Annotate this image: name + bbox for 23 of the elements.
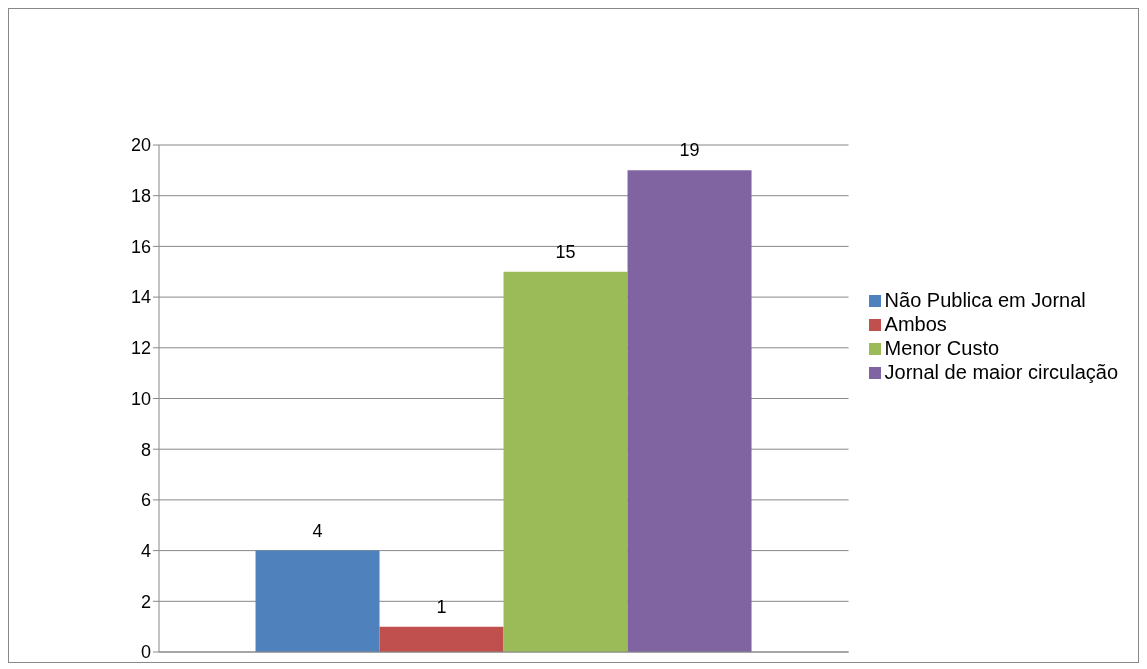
y-tick-label: 18 <box>130 186 151 207</box>
y-tick-label: 10 <box>130 388 151 409</box>
bar <box>379 626 504 652</box>
legend-label: Não Publica em Jornal <box>884 288 1086 311</box>
data-label: 15 <box>555 241 576 262</box>
y-tick-label: 12 <box>130 338 151 359</box>
data-label: 1 <box>436 596 447 617</box>
y-tick-label: 0 <box>140 642 151 663</box>
bar <box>503 271 628 652</box>
bar <box>627 170 752 652</box>
y-tick-label: 14 <box>130 287 151 308</box>
y-tick-label: 6 <box>140 490 151 511</box>
y-tick-label: 16 <box>130 236 151 257</box>
y-tick-label: 8 <box>140 439 151 460</box>
y-tick-label: 4 <box>140 540 151 561</box>
legend-label: Jornal de maior circulação <box>884 360 1118 383</box>
y-tick-label: 2 <box>140 591 151 612</box>
data-label: 4 <box>312 520 323 541</box>
legend-label: Menor Custo <box>884 336 1000 359</box>
y-tick-label: 20 <box>130 135 151 156</box>
data-label: 19 <box>679 140 700 161</box>
bar <box>255 550 380 652</box>
legend-label: Ambos <box>884 312 947 335</box>
